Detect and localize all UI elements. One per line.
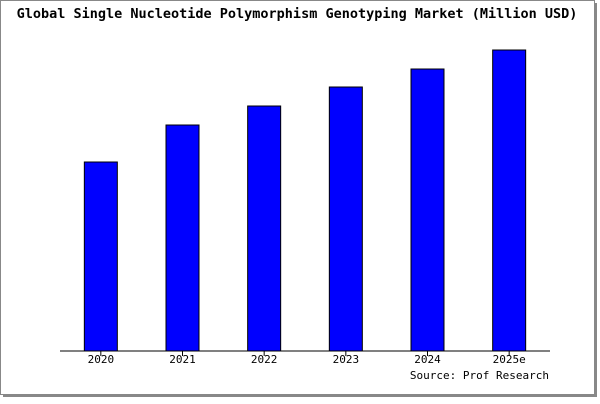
x-tick-label: 2024 [414, 353, 441, 366]
chart-title: Global Single Nucleotide Polymorphism Ge… [17, 6, 578, 22]
x-tick-label: 2025e [493, 353, 526, 366]
x-tick-label: 2020 [88, 353, 115, 366]
bar [165, 124, 200, 352]
bar [492, 49, 527, 352]
bar [410, 68, 445, 352]
x-tick-label: 2021 [169, 353, 196, 366]
bar [83, 161, 118, 352]
x-tick-label: 2022 [251, 353, 278, 366]
plot-area [60, 50, 550, 351]
bar [247, 105, 282, 352]
source-note: Source: Prof Research [410, 369, 549, 382]
bar [328, 86, 363, 352]
x-tick-label: 2023 [333, 353, 360, 366]
